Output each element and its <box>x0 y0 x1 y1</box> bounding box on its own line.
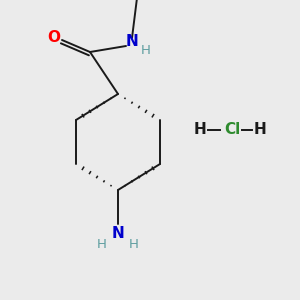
Text: H: H <box>254 122 266 137</box>
Text: N: N <box>126 34 138 50</box>
Text: H: H <box>129 238 139 250</box>
Text: H: H <box>97 238 107 250</box>
Text: N: N <box>112 226 124 241</box>
Text: O: O <box>47 31 61 46</box>
Text: Cl: Cl <box>224 122 240 137</box>
Text: H: H <box>141 44 151 56</box>
Text: H: H <box>194 122 206 137</box>
